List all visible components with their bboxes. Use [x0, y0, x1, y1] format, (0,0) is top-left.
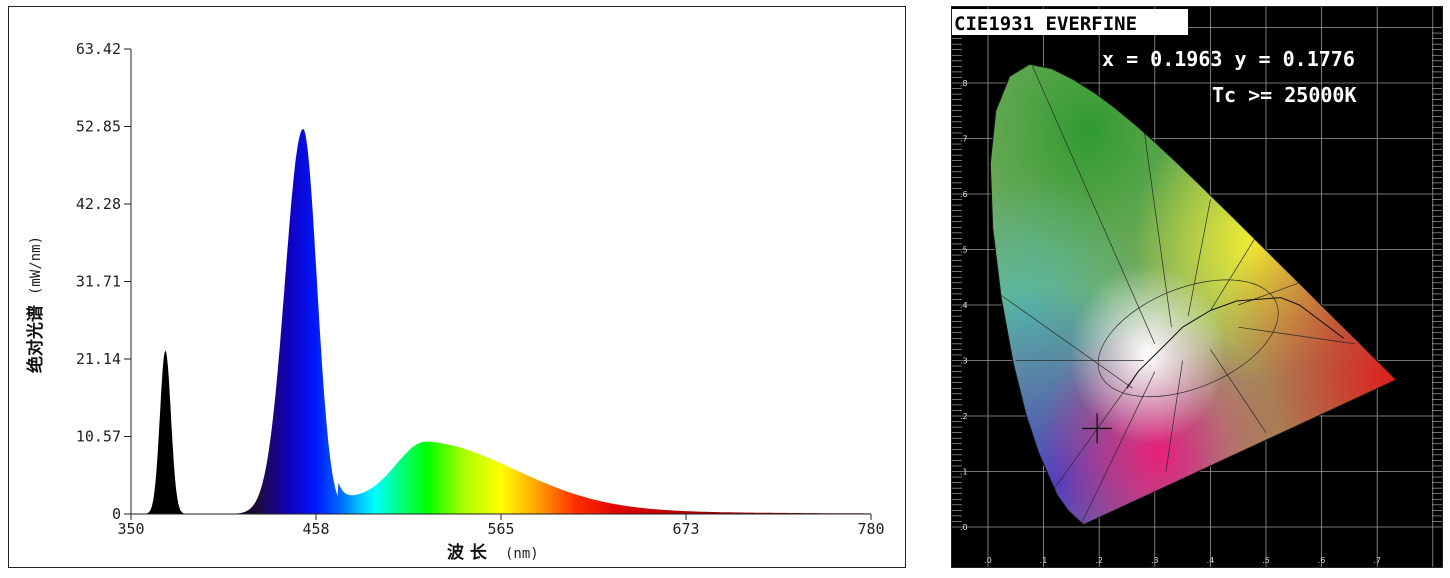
- cie-y-tick-label: .7: [960, 135, 968, 144]
- y-tick-label: 63.42: [76, 40, 121, 58]
- x-axis-unit: (nm): [505, 546, 539, 562]
- cie-y-tick-label: .2: [960, 412, 968, 421]
- cie-y-tick-label: .3: [960, 357, 968, 366]
- spectrum-chart: 0 10.57 21.14 31.71 42.28 52.85 63.42 350 458 56…: [25, 40, 885, 563]
- y-axis-unit: (mW/nm): [28, 236, 44, 295]
- spectrum-area: [131, 129, 871, 514]
- cie-x-tick-label: .0: [984, 556, 992, 565]
- cie-title: CIE1931 EVERFINE: [954, 13, 1137, 35]
- x-tick-label: 565: [487, 520, 514, 538]
- cie-y-tick-label: .5: [960, 246, 968, 255]
- x-axis-title: 波 长: [447, 542, 488, 563]
- cie-y-tick-label: .1: [960, 468, 968, 477]
- cie-x-tick-label: .4: [1207, 556, 1215, 565]
- cie-x-tick-label: .2: [1095, 556, 1103, 565]
- color-region-boundary: [1210, 349, 1267, 433]
- cie-y-tick-label: .4: [960, 301, 968, 310]
- cie-x-tick-label: .1: [1040, 556, 1048, 565]
- cie-x-tick-label: .6: [1318, 556, 1326, 565]
- y-tick-label: 21.14: [76, 350, 121, 368]
- chromaticity-locus: [990, 64, 1397, 525]
- y-axis-title: 绝对光谱: [25, 305, 46, 373]
- cie-y-tick-label: .8: [960, 79, 968, 88]
- color-region-boundary: [1210, 238, 1256, 311]
- color-region-boundary: [998, 293, 1133, 389]
- x-tick-label: 458: [302, 520, 329, 538]
- color-region-boundary: [1238, 326, 1356, 345]
- x-tick-label: 350: [117, 520, 144, 538]
- cie-title-box: [952, 9, 1188, 35]
- y-tick-label: 31.71: [76, 273, 121, 291]
- color-region-boundary: [1165, 360, 1183, 472]
- y-tick-label: 52.85: [76, 118, 121, 136]
- locus-outline: [989, 63, 1398, 525]
- color-region-boundary: [1054, 371, 1139, 489]
- color-region-boundary: [1187, 199, 1211, 317]
- cie-y-tick-label: .0: [960, 523, 968, 532]
- spectrum-chart-panel: 0 10.57 21.14 31.71 42.28 52.85 63.42 350 458 56…: [8, 6, 906, 568]
- y-tick-label: 0: [112, 505, 121, 523]
- cie-y-tick-label: .6: [960, 190, 968, 199]
- color-temperature-readout: Tc >= 25000K: [1212, 83, 1357, 107]
- cie-chart-panel: .0 .1 .2 .3 .4 .5 .6 .7 .0 .1 .2 .3 .4 .5 .6 .7 .8 CIE1…: [951, 6, 1443, 568]
- x-tick-label: 780: [857, 520, 884, 538]
- y-tick-label: 10.57: [76, 428, 121, 446]
- cie-x-tick-label: .7: [1373, 556, 1381, 565]
- color-region-boundary: [1143, 127, 1172, 328]
- chromaticity-point-marker: [1082, 413, 1113, 444]
- cie-x-tick-label: .5: [1262, 556, 1270, 565]
- y-tick-label: 42.28: [76, 195, 121, 213]
- planckian-locus: [1126, 297, 1345, 389]
- cie-x-tick-label: .3: [1151, 556, 1159, 565]
- white-region-boundary: [1097, 279, 1279, 398]
- cie-diagram: .0 .1 .2 .3 .4 .5 .6 .7 .0 .1 .2 .3 .4 .5 .6 .7 .8 CIE1…: [952, 7, 1442, 567]
- chromaticity-readout: x = 0.1963 y = 0.1776: [1102, 47, 1355, 71]
- x-tick-label: 673: [672, 520, 699, 538]
- color-region-boundary: [1032, 66, 1156, 344]
- color-region-boundary: [1238, 282, 1300, 306]
